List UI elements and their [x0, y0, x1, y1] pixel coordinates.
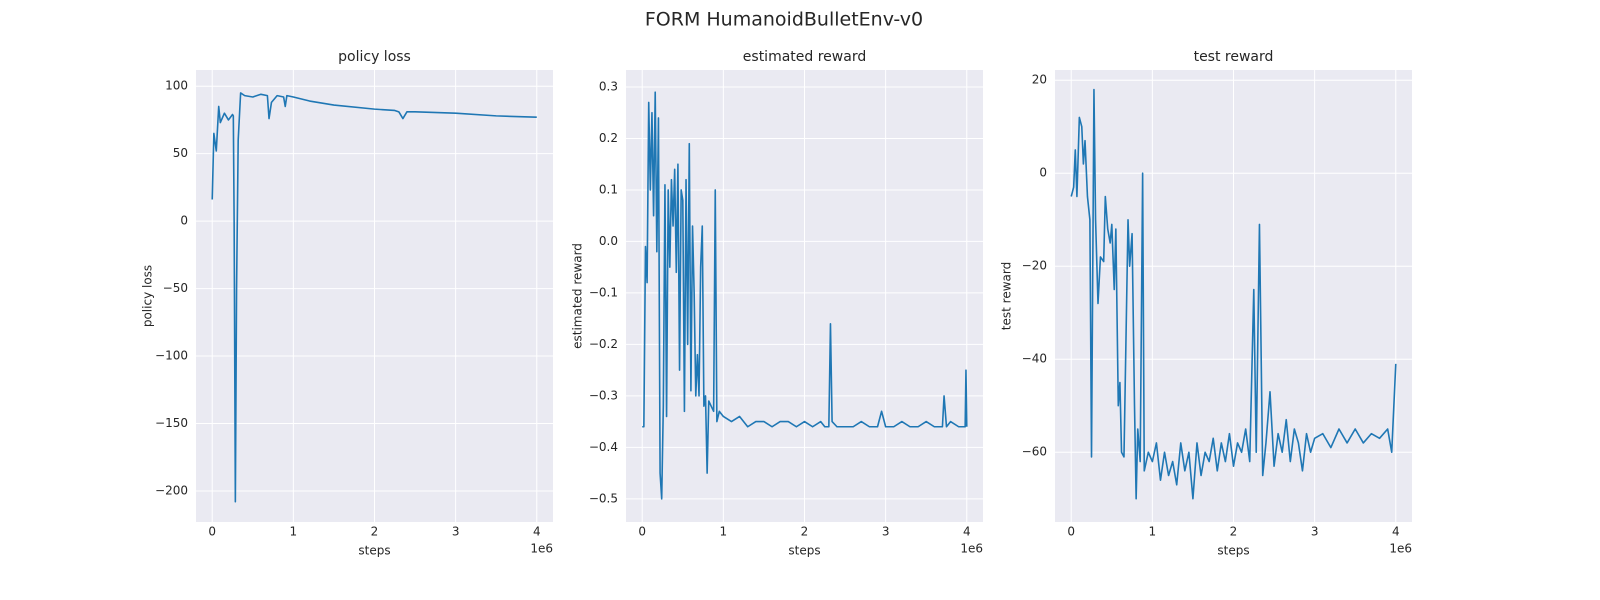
x-offset-label: 1e6 [530, 542, 553, 556]
y-tick-label: −60 [1022, 445, 1047, 459]
y-tick-label: −0.1 [589, 285, 618, 299]
y-tick-label: 50 [173, 146, 188, 160]
x-tick-label: 3 [452, 525, 460, 539]
y-axis-label: estimated reward [571, 243, 585, 349]
y-axis-label: test reward [1000, 262, 1014, 330]
x-tick-label: 1 [720, 525, 728, 539]
x-tick-label: 0 [208, 525, 216, 539]
y-tick-label: −100 [155, 349, 188, 363]
y-tick-label: 20 [1032, 73, 1047, 87]
y-axis-label: policy loss [141, 265, 155, 327]
x-tick-label: 1 [290, 525, 298, 539]
y-tick-label: 0 [1039, 166, 1047, 180]
y-tick-label: −150 [155, 416, 188, 430]
x-tick-label: 4 [963, 525, 971, 539]
x-axis-label: steps [358, 544, 390, 558]
data-line [1070, 88, 1397, 500]
x-offset-label: 1e6 [960, 542, 983, 556]
subplot: estimated reward −0.5 −0.4 −0.3 −0.2 −0.1 0.0 0… [571, 49, 983, 558]
y-tick-label: 0.1 [599, 182, 618, 196]
y-tick-label: 0.2 [599, 131, 618, 145]
x-tick-label: 2 [1230, 525, 1238, 539]
x-axis-label: steps [788, 544, 820, 558]
y-tick-label: 0.0 [599, 234, 618, 248]
y-tick-label: −0.2 [589, 337, 618, 351]
x-tick-label: 4 [533, 525, 541, 539]
figure-title: FORM HumanoidBulletEnv-v0 [645, 9, 923, 31]
data-line [211, 92, 537, 503]
y-tick-label: 0.3 [599, 79, 618, 93]
x-tick-label: 4 [1392, 525, 1400, 539]
y-tick-label: −200 [155, 483, 188, 497]
x-tick-label: 1 [1149, 525, 1157, 539]
subplot: policy loss −200 −150 −100 −50 0 50 100 0 1 2 3 4 1e6… [141, 49, 553, 558]
y-tick-label: 100 [165, 79, 188, 93]
x-tick-label: 0 [638, 525, 646, 539]
subplot: test reward −60 −40 −20 0 20 0 1 2 3 4 1e6 steps test… [1000, 49, 1412, 558]
y-tick-label: −0.4 [589, 440, 618, 454]
subplot-title: estimated reward [743, 49, 866, 65]
x-axis-label: steps [1217, 544, 1249, 558]
data-line [642, 91, 968, 500]
y-tick-label: −40 [1022, 352, 1047, 366]
y-tick-label: −0.3 [589, 388, 618, 402]
x-tick-label: 2 [371, 525, 379, 539]
y-tick-label: 0 [180, 214, 188, 228]
x-tick-label: 3 [882, 525, 890, 539]
y-tick-label: −0.5 [589, 491, 618, 505]
x-tick-label: 0 [1067, 525, 1075, 539]
x-tick-label: 3 [1311, 525, 1319, 539]
x-offset-label: 1e6 [1389, 542, 1412, 556]
subplot-title: test reward [1194, 49, 1274, 65]
subplot-title: policy loss [338, 49, 411, 65]
y-tick-label: −20 [1022, 259, 1047, 273]
y-tick-label: −50 [163, 281, 188, 295]
x-tick-label: 2 [801, 525, 809, 539]
